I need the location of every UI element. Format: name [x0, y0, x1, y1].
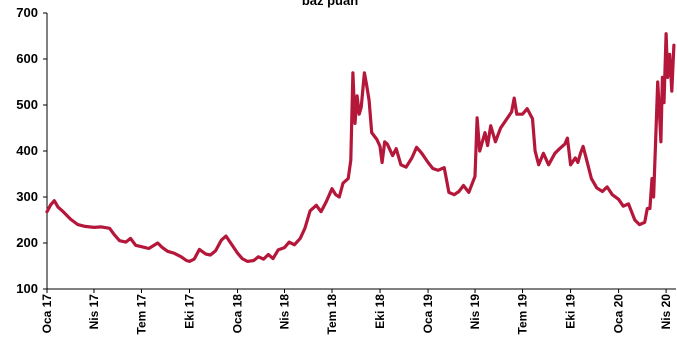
- y-tick-label: 700: [16, 5, 38, 20]
- y-tick-label: 400: [16, 143, 38, 158]
- x-tick-label: Oca 19: [421, 294, 435, 334]
- x-tick-label: Nis 17: [87, 294, 101, 330]
- x-tick-label: Oca 20: [612, 294, 626, 334]
- y-tick-label: 500: [16, 97, 38, 112]
- series-group: [45, 32, 676, 263]
- y-tick-label: 600: [16, 51, 38, 66]
- x-tick-label: Tem 17: [134, 294, 148, 335]
- x-tick-label: Tem 18: [325, 294, 339, 335]
- y-tick-label: 200: [16, 235, 38, 250]
- x-tick-label: Nis 19: [468, 294, 482, 330]
- x-tick-label: Tem 19: [516, 294, 530, 335]
- y-tick-label: 300: [16, 189, 38, 204]
- x-tick-label: Eki 17: [183, 294, 197, 329]
- x-tick-label: Nis 20: [659, 294, 673, 330]
- y-tick-label: 100: [16, 281, 38, 296]
- chart-title: baz puan: [302, 0, 358, 8]
- x-axis-ticks: Oca 17 Nis 17 Tem 17 Eki 17 Oca 18 Nis 18 Tem …: [40, 289, 673, 334]
- series-line: [45, 32, 676, 263]
- x-tick-label: Eki 18: [373, 294, 387, 329]
- x-tick-label: Oca 17: [40, 294, 54, 334]
- x-tick-label: Oca 18: [231, 294, 245, 334]
- x-tick-label: Eki 19: [564, 294, 578, 329]
- x-tick-label: Nis 18: [278, 294, 292, 330]
- y-axis-ticks: 100 200 300 400 500 600 700: [16, 5, 47, 296]
